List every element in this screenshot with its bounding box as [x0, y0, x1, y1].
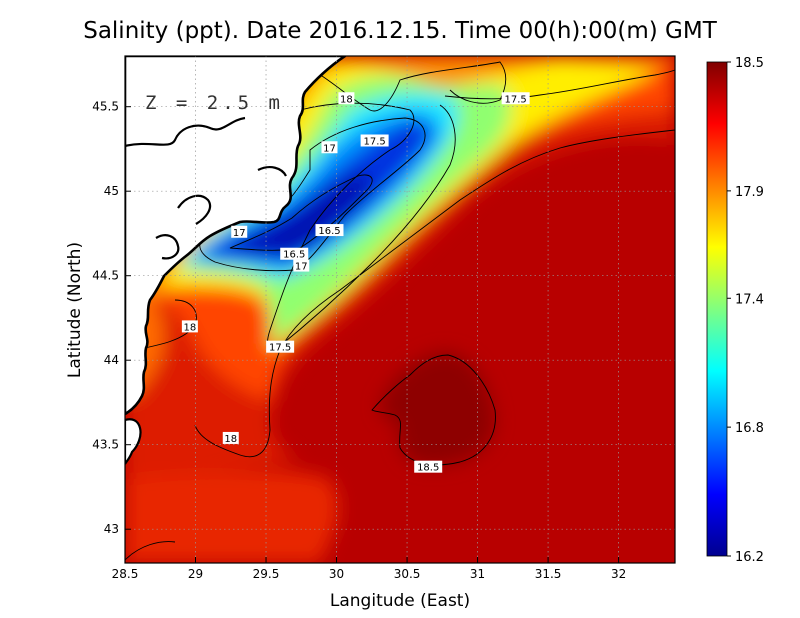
salinity-field	[125, 56, 675, 563]
field-core-18-5	[379, 351, 495, 466]
x-tick-label-6: 31.5	[535, 567, 562, 581]
grid-lines	[125, 56, 675, 563]
contour-label-7: 17	[295, 262, 308, 273]
x-tick-label-1: 29	[188, 567, 203, 581]
inlet-2	[177, 194, 212, 225]
inlet-3	[155, 234, 180, 260]
contour-label-box-4	[315, 224, 344, 237]
colorbar-ticks: 16.2 16.8 17.4 17.9 18.5	[727, 56, 764, 565]
coastal-inlets	[125, 116, 287, 260]
x-tick-label-7: 32	[611, 567, 626, 581]
y-axis: 43 43.5 44 44.5 45 45.5	[92, 100, 131, 536]
x-tick-label-4: 30.5	[394, 567, 421, 581]
land-southwest	[125, 418, 142, 465]
contour-label-box-8	[181, 320, 198, 333]
contour-label-2: 17.5	[363, 137, 385, 148]
y-tick-label-4: 45	[104, 184, 119, 198]
contour-18-5	[371, 354, 496, 466]
x-tick-label-5: 31	[470, 567, 485, 581]
land-mass	[125, 56, 347, 416]
contour-17-5-inner	[267, 102, 456, 351]
y-tick-label-2: 44	[104, 353, 119, 367]
colorbar: 16.2 16.8 17.4 17.9 18.5	[706, 56, 764, 565]
map-title: Salinity (ppt). Date 2016.12.15. Time 00…	[83, 18, 717, 44]
colorbar-tick-label-0: 16.2	[735, 550, 764, 565]
y-tick-label-5: 45.5	[92, 100, 119, 114]
contour-label-box-7	[293, 259, 310, 272]
contour-label-box-9	[266, 340, 295, 353]
contour-label-box-0	[338, 92, 355, 105]
contour-label-box-6	[280, 247, 309, 260]
contour-label-1: 17.5	[505, 94, 527, 105]
colorbar-tick-label-4: 18.5	[735, 56, 764, 71]
colorbar-tick-label-1: 16.8	[735, 421, 764, 436]
field-band-blue	[200, 121, 430, 262]
colorbar-tick-label-2: 17.4	[735, 292, 764, 307]
contour-label-box-10	[222, 431, 239, 444]
colorbar-ramp	[706, 61, 728, 557]
contour-18-south	[125, 541, 176, 561]
plot-frame	[124, 55, 676, 564]
contour-label-11: 18.5	[417, 463, 439, 474]
contour-18-east	[194, 129, 675, 458]
colorbar-tick-label-3: 17.9	[735, 185, 764, 200]
field-band-18-south	[125, 470, 339, 563]
contour-label-box-1	[501, 92, 530, 105]
contour-label-0: 18	[340, 94, 353, 105]
contour-label-5: 17	[233, 228, 246, 239]
contour-label-box-3	[321, 141, 338, 154]
contour-label-8: 18	[184, 322, 197, 333]
contour-18-north	[294, 61, 507, 112]
contour-17-5-north	[444, 69, 675, 100]
contour-label-9: 17.5	[269, 343, 291, 354]
y-tick-label-0: 43	[104, 522, 119, 536]
y-axis-label: Latitude (North)	[65, 242, 85, 378]
x-tick-label-2: 29.5	[253, 567, 280, 581]
y-tick-label-3: 44.5	[92, 269, 119, 283]
contour-label-box-5	[231, 225, 248, 238]
coastline-and-land	[125, 56, 347, 465]
inlet-1	[125, 116, 246, 148]
y-tick-label-1: 43.5	[92, 438, 119, 452]
contour-label-box-11	[414, 460, 443, 473]
contour-label-3: 17	[323, 143, 336, 154]
contour-label-4: 16.5	[318, 226, 340, 237]
x-tick-label-0: 28.5	[112, 567, 139, 581]
inlet-4	[257, 166, 287, 177]
x-tick-label-3: 30	[329, 567, 344, 581]
contour-label-6: 16.5	[283, 250, 305, 261]
x-axis-label: Langitude (East)	[330, 591, 470, 611]
depth-label: Z = 2.5 m	[145, 92, 284, 114]
contour-label-box-2	[360, 134, 389, 147]
contour-label-10: 18	[224, 434, 237, 445]
x-axis: 28.5 29 29.5 30 30.5 31 31.5 32	[112, 557, 626, 581]
